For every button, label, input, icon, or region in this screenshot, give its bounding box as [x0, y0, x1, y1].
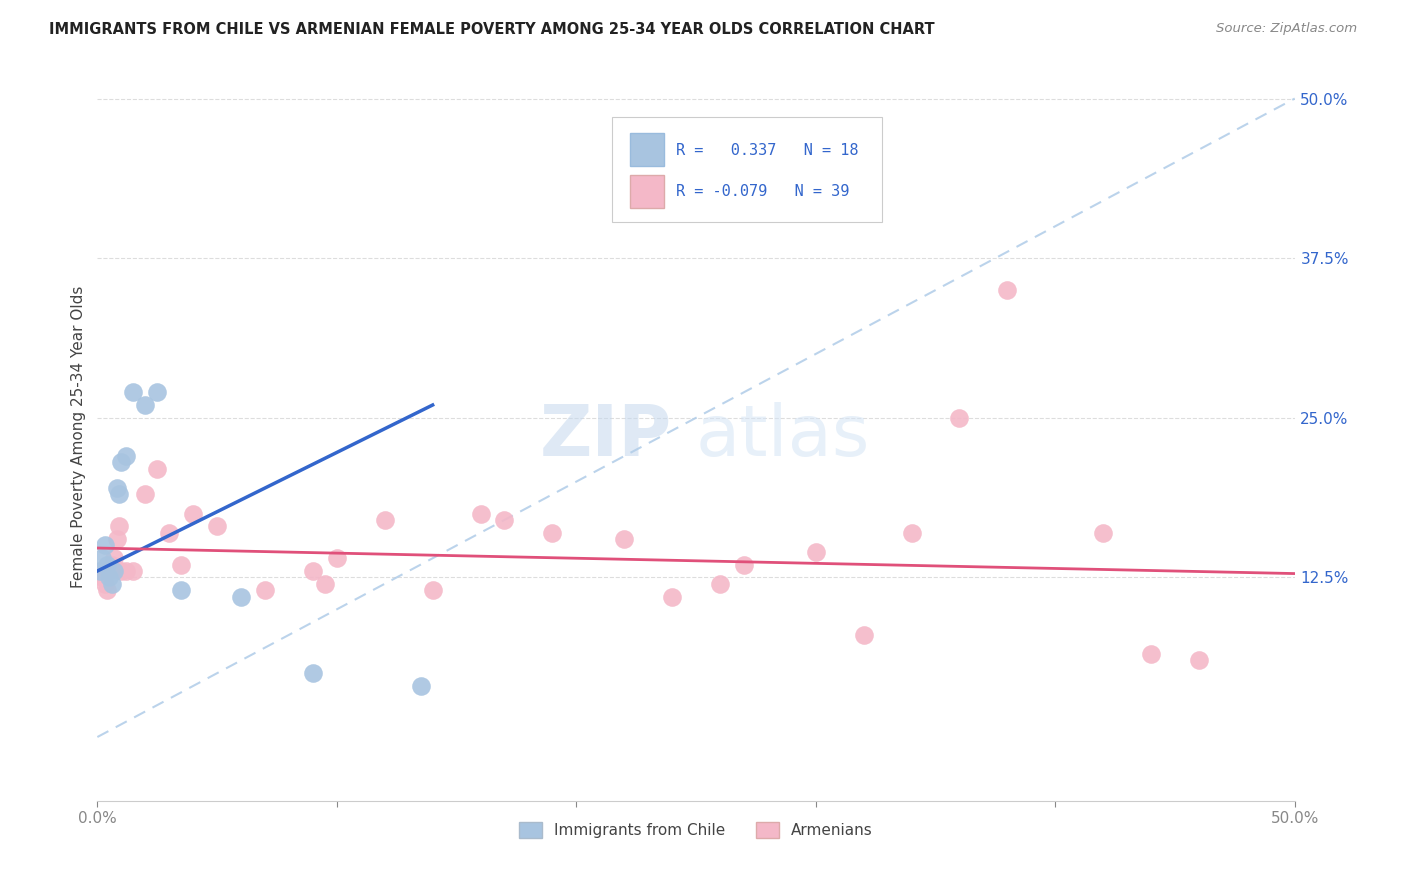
Legend: Immigrants from Chile, Armenians: Immigrants from Chile, Armenians — [513, 816, 879, 844]
Point — [115, 449, 138, 463]
Point — [170, 583, 193, 598]
Point — [470, 507, 492, 521]
Point — [103, 564, 125, 578]
Point — [105, 532, 128, 546]
Bar — [630, 175, 664, 208]
Point — [134, 398, 156, 412]
Point — [98, 570, 121, 584]
Point — [302, 666, 325, 681]
Point — [541, 525, 564, 540]
Point — [229, 590, 252, 604]
Point — [1092, 525, 1115, 540]
Text: R =   0.337   N = 18: R = 0.337 N = 18 — [676, 143, 858, 158]
Point — [134, 487, 156, 501]
Point — [374, 513, 396, 527]
Y-axis label: Female Poverty Among 25-34 Year Olds: Female Poverty Among 25-34 Year Olds — [72, 285, 86, 588]
Point — [93, 539, 115, 553]
Point — [98, 564, 121, 578]
Point — [170, 558, 193, 572]
Point — [108, 519, 131, 533]
Point — [995, 283, 1018, 297]
Point — [494, 513, 516, 527]
Text: IMMIGRANTS FROM CHILE VS ARMENIAN FEMALE POVERTY AMONG 25-34 YEAR OLDS CORRELATI: IMMIGRANTS FROM CHILE VS ARMENIAN FEMALE… — [49, 22, 935, 37]
Point — [1140, 647, 1163, 661]
Text: atlas: atlas — [696, 402, 870, 472]
Point — [115, 564, 138, 578]
Point — [709, 576, 731, 591]
Point — [93, 576, 115, 591]
Point — [103, 551, 125, 566]
Point — [157, 525, 180, 540]
Point — [900, 525, 922, 540]
Point — [613, 532, 636, 546]
Point — [89, 564, 111, 578]
Point — [661, 590, 683, 604]
Point — [302, 564, 325, 578]
Point — [181, 507, 204, 521]
Point — [122, 564, 145, 578]
Point — [96, 583, 118, 598]
Point — [409, 679, 432, 693]
Point — [205, 519, 228, 533]
Point — [804, 545, 827, 559]
Point — [852, 628, 875, 642]
Text: R = -0.079   N = 39: R = -0.079 N = 39 — [676, 184, 849, 199]
FancyBboxPatch shape — [612, 117, 882, 222]
Point — [110, 455, 132, 469]
Text: ZIP: ZIP — [540, 402, 672, 472]
Point — [948, 410, 970, 425]
Bar — [630, 134, 664, 166]
Point — [122, 385, 145, 400]
Point — [314, 576, 336, 591]
Point — [105, 481, 128, 495]
Point — [100, 576, 122, 591]
Point — [96, 558, 118, 572]
Point — [110, 564, 132, 578]
Point — [91, 570, 114, 584]
Point — [1188, 653, 1211, 667]
Point — [100, 558, 122, 572]
Point — [91, 551, 114, 566]
Point — [108, 487, 131, 501]
Point — [326, 551, 349, 566]
Point — [422, 583, 444, 598]
Point — [146, 462, 169, 476]
Point — [733, 558, 755, 572]
Point — [146, 385, 169, 400]
Point — [89, 564, 111, 578]
Point — [253, 583, 276, 598]
Text: Source: ZipAtlas.com: Source: ZipAtlas.com — [1216, 22, 1357, 36]
